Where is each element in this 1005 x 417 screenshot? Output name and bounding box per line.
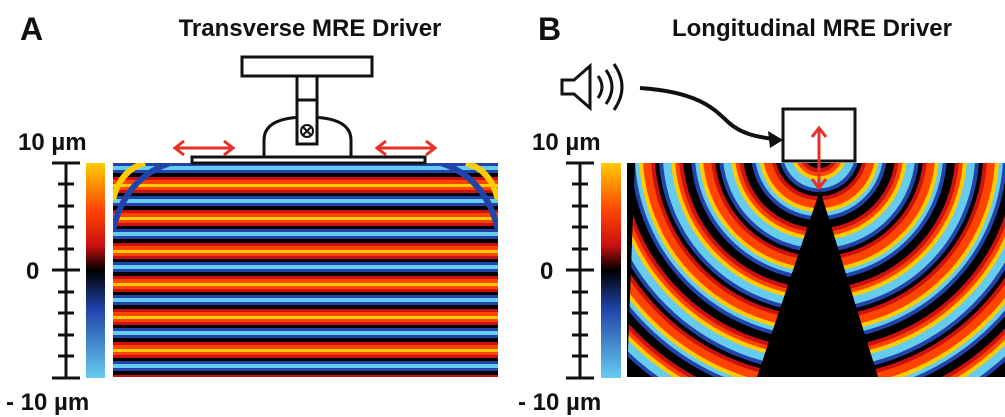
double-headed-arrow-icon — [172, 139, 236, 157]
double-headed-arrow-icon — [810, 125, 828, 191]
panel-a-colorbar — [86, 163, 105, 378]
signal-cable-arrow — [639, 86, 776, 141]
speaker-icon — [560, 62, 624, 112]
panel-a-scale-bottom-label: - 10 µm — [6, 389, 89, 416]
panel-a-scale-ruler — [52, 161, 80, 380]
arrow-head-icon — [768, 131, 783, 148]
panel-a-title: Transverse MRE Driver — [179, 15, 442, 42]
driver-plate — [190, 155, 427, 165]
panel-b-scale-ruler — [566, 161, 594, 380]
circled-x-icon — [300, 124, 314, 138]
driver-top-bar — [240, 55, 374, 78]
panel-a-scale-mid-label: 0 — [26, 258, 39, 285]
panel-b-scale-mid-label: 0 — [540, 258, 553, 285]
panel-a-letter: A — [20, 11, 43, 47]
double-headed-arrow-icon — [374, 139, 438, 157]
panel-a-scale-top-label: 10 µm — [18, 129, 87, 156]
panel-b-colorbar — [601, 163, 621, 378]
panel-b-letter: B — [538, 11, 561, 47]
panel-a-wave-field — [113, 163, 498, 377]
panel-b-title: Longitudinal MRE Driver — [672, 15, 952, 42]
panel-b-scale-top-label: 10 µm — [532, 129, 601, 156]
panel-b-scale-bottom-label: - 10 µm — [518, 389, 601, 416]
